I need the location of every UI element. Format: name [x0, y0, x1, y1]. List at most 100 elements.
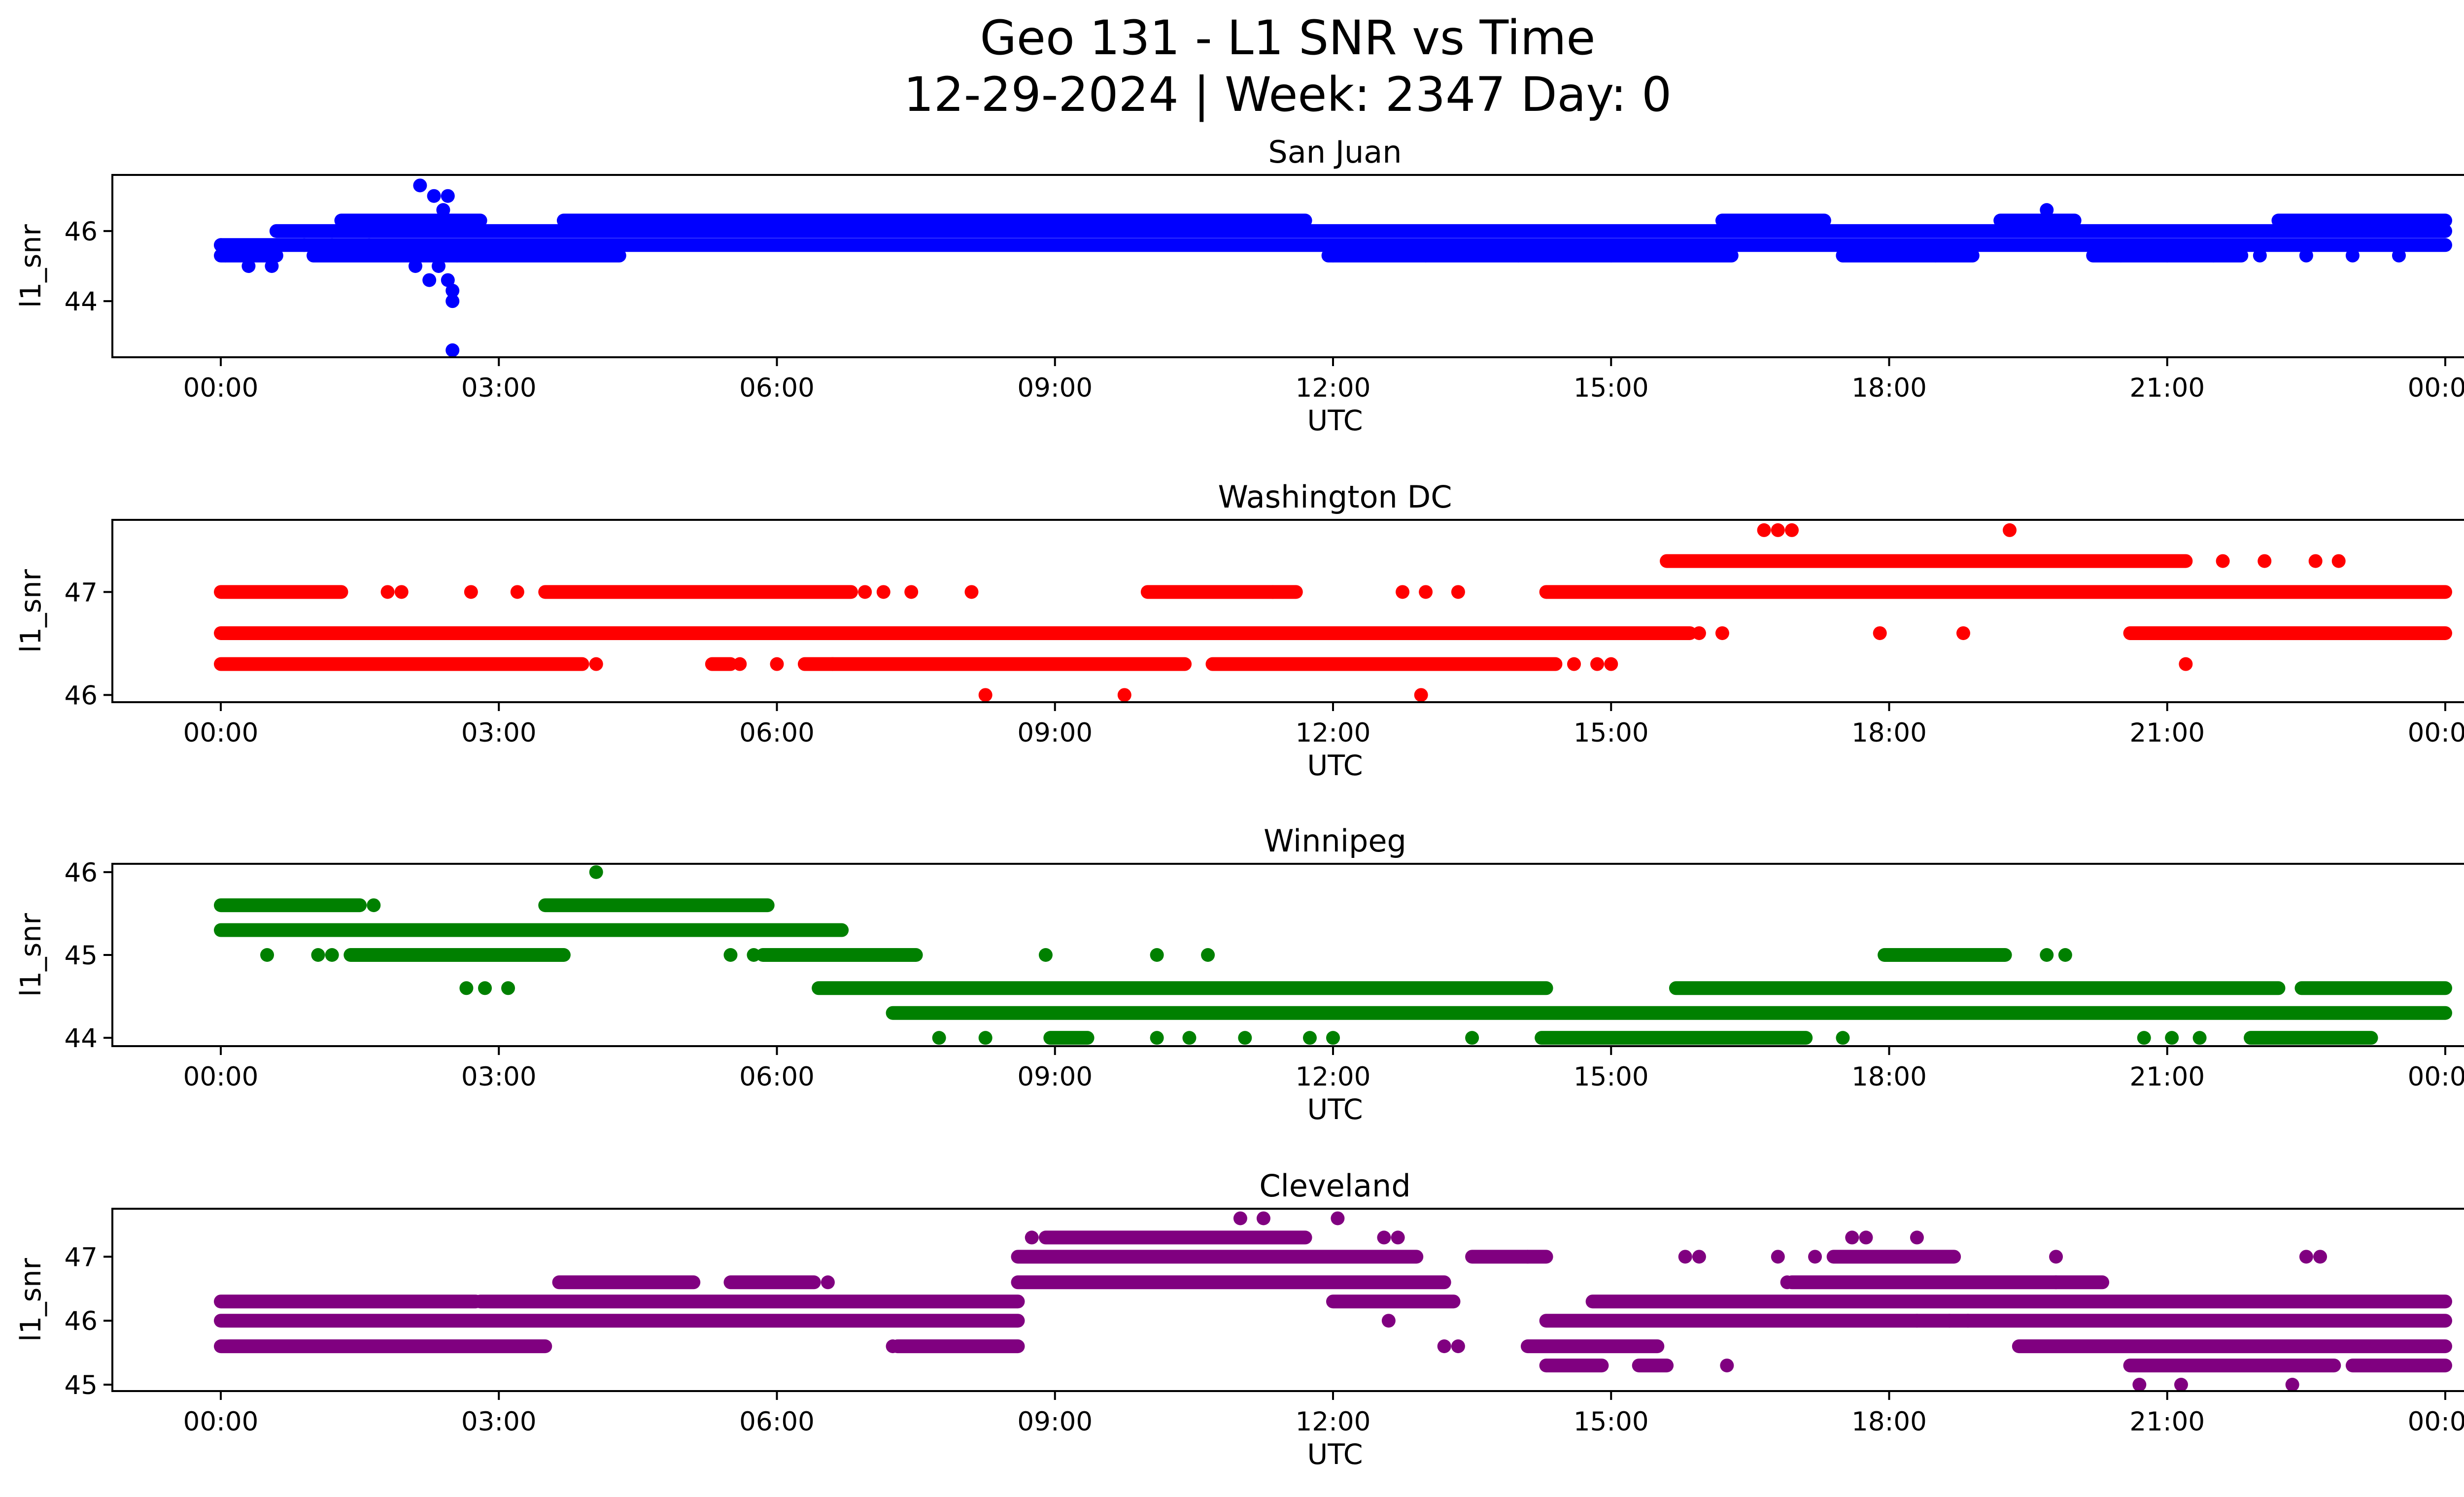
plot-frame	[111, 519, 2464, 703]
y-tick-label: 44	[65, 1023, 98, 1054]
chart-title-line2: 12-29-2024 | Week: 2347 Day: 0	[904, 67, 1672, 123]
data-run	[1326, 1294, 1461, 1309]
x-tick-label: 00:00	[2408, 1407, 2464, 1437]
data-point	[1451, 585, 1465, 599]
data-run	[552, 1275, 701, 1290]
data-point	[770, 657, 784, 671]
data-point	[394, 585, 409, 599]
data-point	[445, 343, 460, 357]
data-point	[431, 259, 445, 273]
data-point	[1520, 1250, 1535, 1264]
data-point	[325, 238, 339, 252]
data-point	[2216, 554, 2230, 568]
data-run	[2123, 1359, 2341, 1373]
x-tick-label: 06:00	[739, 1062, 815, 1092]
data-point	[1377, 1230, 1391, 1245]
data-point	[1859, 1230, 1873, 1245]
data-point	[1956, 626, 1970, 640]
data-run	[214, 238, 2452, 252]
x-tick-label: 15:00	[1574, 1407, 1649, 1437]
x-tick-label: 00:00	[183, 1062, 259, 1092]
data-point	[1391, 1230, 1405, 1245]
data-point	[978, 688, 992, 702]
data-point	[858, 585, 872, 599]
data-point	[1256, 1211, 1270, 1225]
data-point	[380, 585, 395, 599]
data-run	[538, 585, 858, 599]
data-run	[214, 657, 589, 671]
data-point	[445, 294, 460, 308]
data-point	[2174, 1378, 2188, 1391]
data-point	[2165, 1031, 2179, 1045]
data-point	[1692, 1250, 1706, 1264]
plot-frame	[111, 1208, 2464, 1392]
data-run	[1539, 1314, 2452, 1328]
x-tick-label: 03:00	[461, 373, 537, 403]
data-point	[1720, 1359, 1734, 1373]
data-run	[538, 898, 775, 913]
data-point	[436, 203, 450, 217]
data-point	[2285, 1378, 2299, 1391]
data-point	[1238, 1031, 1252, 1045]
x-tick-label: 00:00	[183, 373, 259, 403]
data-point	[589, 657, 603, 671]
data-run	[1535, 1031, 1813, 1045]
panel-title: San Juan	[1268, 134, 1402, 170]
data-run	[1520, 1339, 1665, 1354]
data-point	[1302, 1031, 1317, 1045]
data-point	[1771, 523, 1785, 537]
data-point	[311, 948, 325, 962]
x-tick-label: 12:00	[1296, 373, 1371, 403]
x-tick-label: 12:00	[1296, 1062, 1371, 1092]
y-axis-label: l1_snr	[15, 1258, 47, 1342]
data-run	[214, 1339, 552, 1354]
data-point	[445, 283, 460, 298]
data-point	[1331, 1211, 1345, 1225]
data-point	[2192, 1031, 2207, 1045]
data-point	[478, 981, 492, 995]
data-point	[1808, 1250, 1822, 1264]
data-point	[1150, 1031, 1164, 1045]
x-axis-label: UTC	[1307, 1438, 1363, 1471]
data-series	[214, 1211, 2452, 1391]
x-tick-label: 00:00	[183, 718, 259, 748]
x-axis-label: UTC	[1307, 749, 1363, 782]
x-tick-label: 21:00	[2129, 718, 2205, 748]
data-point	[2040, 948, 2054, 962]
data-point	[450, 248, 464, 263]
panel-2: Winnipeg 44 45 46 00:00 03:00 06:00 09:00 12:00 1…	[15, 823, 2464, 1126]
data-point	[501, 981, 515, 995]
x-tick-label: 03:00	[461, 718, 537, 748]
data-point	[2308, 554, 2323, 568]
data-point	[1785, 523, 1799, 537]
data-run	[214, 1294, 483, 1309]
data-point	[1961, 1314, 1975, 1328]
data-point	[1326, 1031, 1340, 1045]
x-tick-label: 00:00	[2408, 373, 2464, 403]
x-tick-label: 00:00	[183, 1407, 259, 1437]
data-run	[1785, 1275, 2110, 1290]
data-point	[2392, 248, 2406, 263]
data-point	[2160, 248, 2174, 263]
y-tick-label: 47	[65, 1242, 98, 1272]
x-tick-label: 15:00	[1574, 1062, 1649, 1092]
y-tick-label: 45	[65, 1370, 98, 1400]
data-run	[812, 981, 1553, 995]
x-tick-label: 03:00	[461, 1062, 537, 1092]
x-axis-label: UTC	[1307, 405, 1363, 437]
data-run	[1826, 1250, 1961, 1264]
data-point	[1266, 585, 1280, 599]
y-tick-label: 46	[65, 680, 98, 711]
data-point	[459, 981, 474, 995]
data-point	[2049, 1275, 2063, 1290]
data-point	[1942, 1314, 1956, 1328]
data-point	[932, 1031, 946, 1045]
data-run	[269, 224, 2452, 238]
data-run	[1585, 1294, 2452, 1309]
data-point	[265, 259, 279, 273]
data-run	[797, 657, 1192, 671]
data-point	[1928, 248, 1943, 263]
x-tick-label: 18:00	[1851, 1407, 1927, 1437]
data-run	[723, 1275, 821, 1290]
data-run	[705, 657, 738, 671]
